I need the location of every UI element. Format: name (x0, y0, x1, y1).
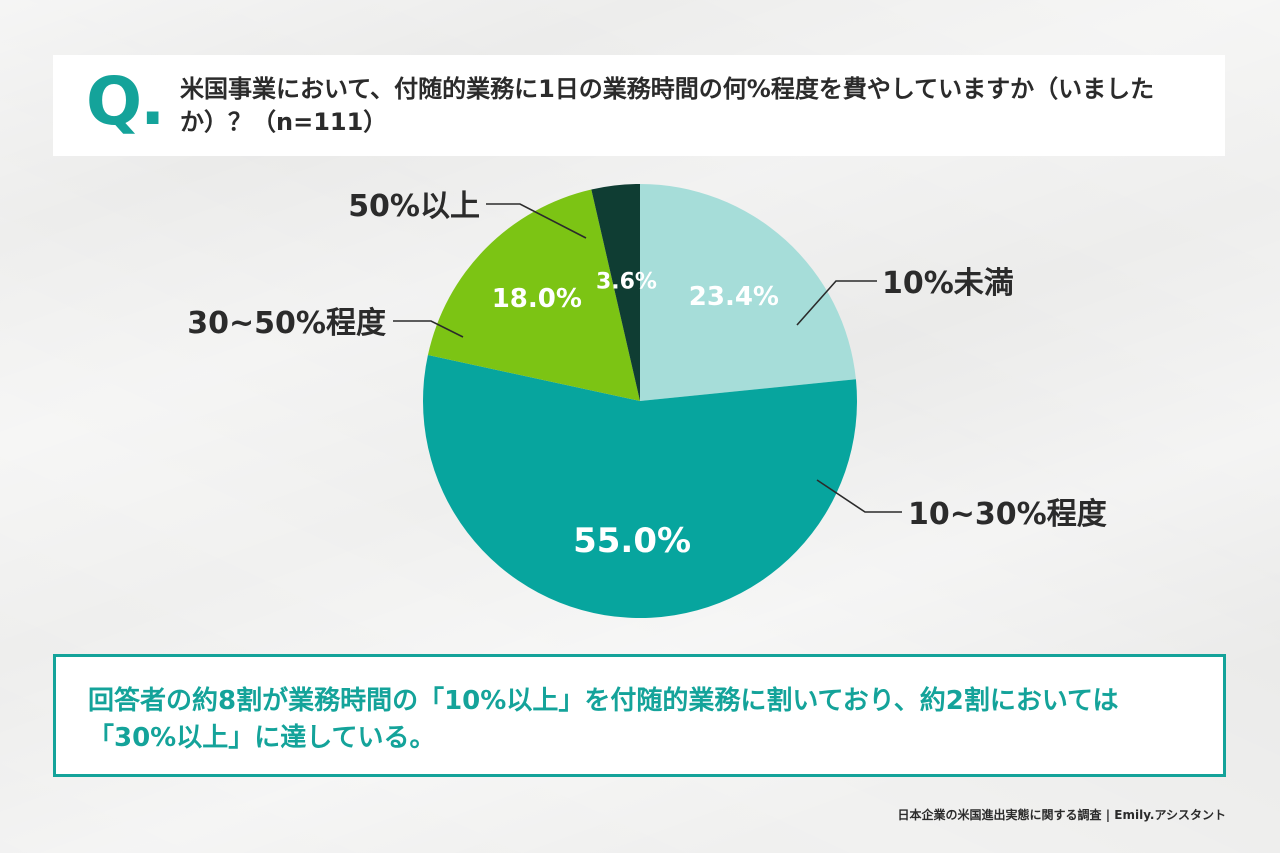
pie-category-label-4: 50%以上 (348, 189, 480, 224)
question-mark-dot: . (140, 63, 165, 140)
pie-category-label-1: 10%未満 (882, 266, 1014, 301)
pie-leader-line-4 (486, 203, 587, 239)
pie-value-label-2: 55.0% (573, 521, 691, 561)
pie-leader-line-1 (796, 280, 877, 326)
question-box: Q. 米国事業において、付随的業務に1日の業務時間の何%程度を費やしていますか（… (53, 55, 1225, 156)
pie-value-label-3: 18.0% (492, 284, 582, 314)
pie-category-labels: 10%未満 10~30%程度 30~50%程度 50%以上 (187, 189, 1106, 532)
summary-text: 回答者の約8割が業務時間の「10%以上」を付随的業務に割いており、約2割において… (88, 686, 1119, 753)
summary-box: 回答者の約8割が業務時間の「10%以上」を付随的業務に割いており、約2割において… (53, 654, 1226, 777)
pie-slice-1 (640, 184, 856, 401)
pie-category-label-2: 10~30%程度 (908, 497, 1107, 532)
question-mark-badge: Q. (86, 69, 165, 135)
footer-credit: 日本企業の米国進出実態に関する調査 | Emily.アシスタント (897, 808, 1226, 822)
pie-slices (422, 184, 857, 619)
pie-leader-line-2 (816, 479, 902, 513)
pie-value-label-1: 23.4% (689, 282, 779, 312)
pie-slice-4 (591, 184, 640, 401)
pie-slice-3 (427, 189, 640, 401)
pie-leader-line-3 (393, 320, 464, 338)
question-text: 米国事業において、付随的業務に1日の業務時間の何%程度を費やしていますか（いまし… (180, 75, 1155, 136)
pie-value-labels: 23.4% 55.0% 18.0% 3.6% (492, 269, 779, 561)
pie-slice-2 (422, 354, 857, 619)
question-mark-letter: Q (86, 63, 142, 140)
pie-value-label-4: 3.6% (596, 269, 657, 294)
pie-leader-lines (393, 203, 902, 513)
pie-category-label-3: 30~50%程度 (187, 306, 386, 341)
